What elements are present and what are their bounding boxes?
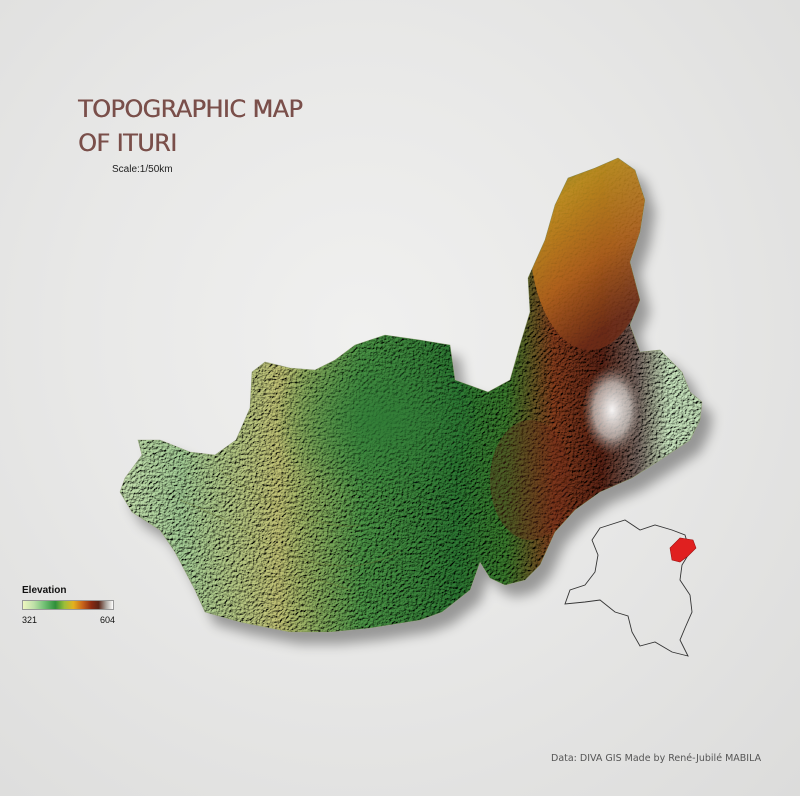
drc-locator-map xyxy=(564,519,697,657)
legend-max-value: 604 xyxy=(100,615,116,625)
legend-title: Elevation xyxy=(22,585,67,596)
map-title-line2: OF ITURI xyxy=(78,129,177,157)
map-title: TOPOGRAPHIC MAP OF ITURI xyxy=(78,92,303,160)
drc-outline xyxy=(564,519,693,657)
map-title-line1: TOPOGRAPHIC MAP xyxy=(78,95,303,123)
data-credit: Data: DIVA GIS Made by René-Jubilé MABIL… xyxy=(551,753,762,764)
elevation-color-ramp xyxy=(22,600,114,610)
map-scale: Scale:1/50km xyxy=(112,164,173,175)
ituri-highlight xyxy=(669,537,697,563)
legend-min-value: 321 xyxy=(22,615,38,625)
